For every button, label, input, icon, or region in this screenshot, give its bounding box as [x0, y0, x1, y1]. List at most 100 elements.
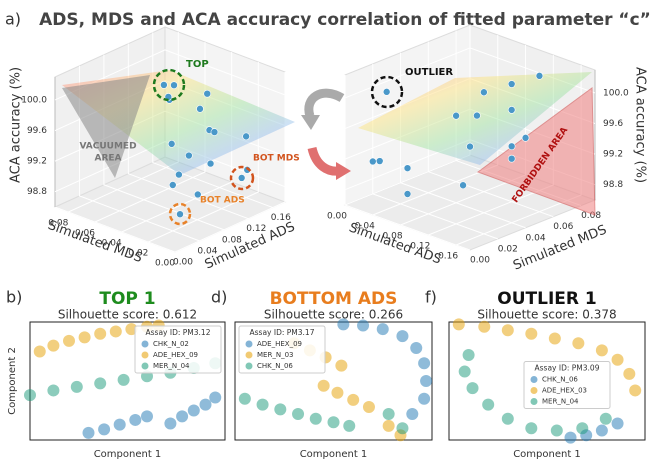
arrow: [304, 88, 345, 118]
point: [452, 111, 460, 120]
highlight-circle: [152, 68, 186, 102]
point: [292, 408, 305, 421]
point: [335, 359, 348, 372]
y-tick-label: 0.06: [75, 229, 95, 239]
panel-subtitle: Silhouette score: 0.266: [264, 308, 403, 322]
point: [396, 330, 409, 343]
point: [206, 159, 215, 168]
legend-title: Assay ID: PM3.09: [535, 364, 600, 373]
point: [129, 413, 142, 426]
point: [564, 431, 577, 444]
z-tick-label: 99.6: [27, 126, 47, 136]
highlight-circle: [229, 165, 255, 191]
point: [175, 170, 183, 179]
point: [94, 377, 107, 390]
legend-marker: [245, 340, 253, 348]
point: [548, 332, 561, 345]
point: [382, 408, 395, 421]
annotation: TOP: [186, 59, 209, 70]
point: [125, 323, 138, 336]
legend-box: [523, 361, 611, 409]
annotation: OUTLIER: [405, 67, 453, 78]
legend-marker: [141, 351, 149, 359]
highlight-circle: [168, 202, 192, 226]
point: [572, 337, 585, 350]
z-tick-label: 99.6: [603, 119, 623, 129]
grid-line: [372, 63, 498, 240]
point: [525, 422, 538, 435]
x-axis-label: Component 1: [513, 449, 581, 460]
point: [47, 339, 60, 352]
point: [24, 389, 36, 402]
point: [98, 423, 111, 436]
point: [347, 393, 360, 406]
point: [343, 419, 356, 432]
point: [317, 379, 330, 392]
point: [595, 424, 608, 437]
point: [70, 380, 83, 393]
highlight-circle: [370, 75, 404, 109]
point: [117, 373, 130, 386]
point: [362, 400, 375, 413]
grid-line: [427, 41, 554, 218]
point: [82, 426, 95, 439]
point: [418, 357, 431, 370]
annotation: BOT ADS: [200, 196, 245, 206]
y-tick-label: 0.00: [155, 259, 175, 269]
legend-box: [238, 325, 326, 374]
vacuumed-area: [62, 75, 150, 178]
point: [501, 412, 514, 425]
point: [507, 80, 516, 88]
y-tick-label: 0.02: [128, 249, 148, 259]
point: [406, 408, 419, 421]
point: [403, 164, 412, 172]
y-tick-label: 0.08: [581, 211, 601, 221]
legend-marker: [530, 376, 538, 383]
grid-line: [148, 62, 259, 243]
x-tick-label: 0.16: [271, 213, 291, 223]
point: [33, 345, 46, 358]
point: [462, 349, 475, 362]
point: [507, 142, 516, 151]
legend-marker: [245, 351, 253, 359]
point: [595, 344, 608, 357]
marks-3d: [160, 72, 544, 218]
annotation: BOT MDS: [253, 154, 300, 164]
point: [187, 404, 200, 417]
point: [196, 105, 204, 113]
annotation: AREA: [94, 154, 121, 164]
x-tick-label: 0.00: [327, 212, 347, 222]
panel-label: b): [6, 288, 22, 307]
x-axis-label: Component 1: [300, 449, 368, 460]
point: [193, 190, 202, 199]
panel-label: f): [425, 288, 437, 307]
legend-label: MER_N_04: [153, 362, 190, 370]
z-tick-label: 98.8: [27, 187, 47, 197]
point: [327, 416, 340, 429]
annotation: VACUUMED: [79, 142, 136, 152]
z-tick-label: 99.2: [27, 157, 47, 167]
x-tick-label: 0.12: [410, 242, 430, 252]
point: [170, 81, 178, 89]
point: [78, 331, 91, 344]
y-axis-label: Component 2: [7, 347, 18, 415]
point: [418, 392, 431, 405]
point: [309, 412, 322, 425]
point: [237, 174, 246, 182]
point: [611, 353, 624, 366]
axis-label: ACA accuracy (%): [633, 67, 648, 183]
point: [376, 323, 389, 336]
arrow-head: [336, 162, 351, 180]
legend-title: Assay ID: PM3.12: [146, 328, 211, 337]
forbidden-area: [476, 87, 596, 216]
y-tick-label: 0.00: [470, 256, 490, 266]
point: [357, 319, 370, 332]
point: [459, 181, 467, 190]
legend-label: MER_N_03: [257, 351, 293, 359]
arrow-head: [301, 115, 320, 130]
point: [382, 88, 391, 96]
point: [113, 418, 126, 431]
point: [521, 134, 530, 142]
panel-title: BOTTOM ADS: [270, 289, 398, 309]
